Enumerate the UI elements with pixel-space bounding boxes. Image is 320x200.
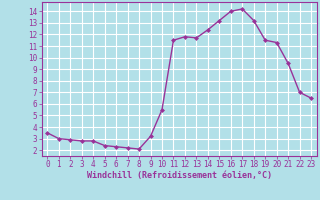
- X-axis label: Windchill (Refroidissement éolien,°C): Windchill (Refroidissement éolien,°C): [87, 171, 272, 180]
